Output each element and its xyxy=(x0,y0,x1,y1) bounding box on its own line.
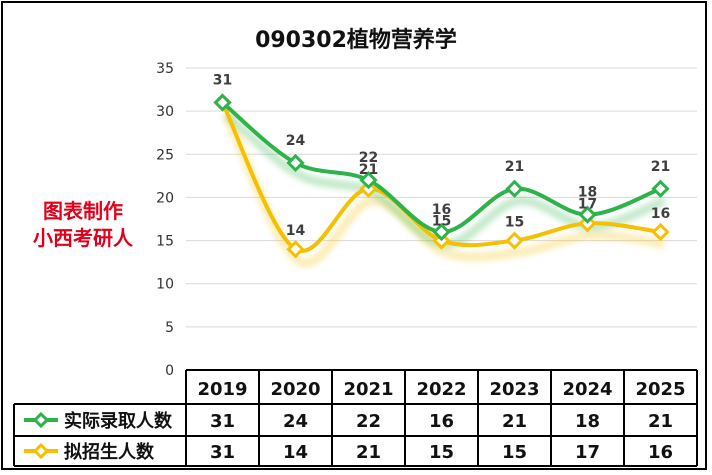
x-tick-label: 2025 xyxy=(635,379,685,400)
data-labels: 31 24 22 16 21 18 21 14 21 15 15 17 16 xyxy=(213,73,670,240)
table-cell: 21 xyxy=(502,411,527,432)
legend-marker xyxy=(32,442,50,460)
table-cell: 21 xyxy=(356,442,381,463)
side-label-line2: 小西考研人 xyxy=(33,226,133,250)
x-tick-label: 2022 xyxy=(416,379,466,400)
table-cell: 14 xyxy=(283,442,308,463)
legend-label: 拟招生人数 xyxy=(64,441,155,463)
data-label: 31 xyxy=(213,73,232,89)
data-label: 21 xyxy=(505,159,524,175)
y-tick-label: 10 xyxy=(156,277,174,293)
data-point xyxy=(651,222,670,242)
data-point xyxy=(651,179,670,198)
data-label: 21 xyxy=(359,162,378,178)
data-label: 18 xyxy=(578,185,597,201)
data-point xyxy=(432,222,451,242)
y-tick-label: 35 xyxy=(156,61,174,77)
x-tick-label: 2024 xyxy=(562,379,612,400)
x-tick-label: 2019 xyxy=(197,379,247,400)
table-cell: 24 xyxy=(283,411,308,432)
table-cell: 16 xyxy=(648,442,673,463)
data-label: 15 xyxy=(432,214,451,230)
y-axis: 0 5 10 15 20 25 30 35 xyxy=(156,61,174,379)
data-label: 21 xyxy=(651,159,670,175)
series-markers xyxy=(213,93,670,259)
x-tick-label: 2023 xyxy=(489,379,539,400)
legend-label: 实际录取人数 xyxy=(64,410,173,432)
data-table: 2019 2020 2021 2022 2023 2024 2025 实际录取人数 31 24 22… xyxy=(13,369,698,467)
y-tick-label: 15 xyxy=(156,234,174,250)
table-cell: 17 xyxy=(575,442,600,463)
table-cell: 22 xyxy=(356,411,381,432)
y-tick-label: 30 xyxy=(156,104,174,120)
data-label: 22 xyxy=(359,150,378,166)
data-label: 16 xyxy=(651,206,670,222)
data-label: 17 xyxy=(578,196,597,212)
data-point xyxy=(578,205,597,224)
table-cell: 31 xyxy=(210,411,235,432)
data-point xyxy=(359,171,378,190)
data-point xyxy=(505,179,524,198)
data-label: 24 xyxy=(286,133,306,149)
table-cell: 31 xyxy=(210,442,235,463)
table-cell: 16 xyxy=(429,411,454,432)
data-point xyxy=(286,153,305,173)
x-tick-label: 2020 xyxy=(270,379,320,400)
data-label: 16 xyxy=(432,202,451,218)
side-label-line1: 图表制作 xyxy=(43,199,123,223)
side-label: 图表制作 小西考研人 xyxy=(8,198,158,252)
x-tick-label: 2021 xyxy=(343,379,393,400)
data-label: 14 xyxy=(286,223,306,239)
y-tick-label: 0 xyxy=(165,363,174,379)
table-cell: 15 xyxy=(502,442,527,463)
table-cell: 21 xyxy=(648,411,673,432)
chart-title: 090302植物营养学 xyxy=(255,28,457,53)
y-tick-label: 20 xyxy=(156,190,174,206)
data-point xyxy=(213,93,232,112)
data-point xyxy=(286,240,305,259)
data-label: 15 xyxy=(505,215,524,231)
y-tick-label: 25 xyxy=(156,147,174,163)
chart-frame xyxy=(1,1,707,470)
y-tick-label: 5 xyxy=(165,320,174,336)
legend-marker xyxy=(32,411,50,429)
table-cell: 18 xyxy=(575,411,600,432)
table-cell: 15 xyxy=(429,442,454,463)
data-point xyxy=(505,231,524,250)
